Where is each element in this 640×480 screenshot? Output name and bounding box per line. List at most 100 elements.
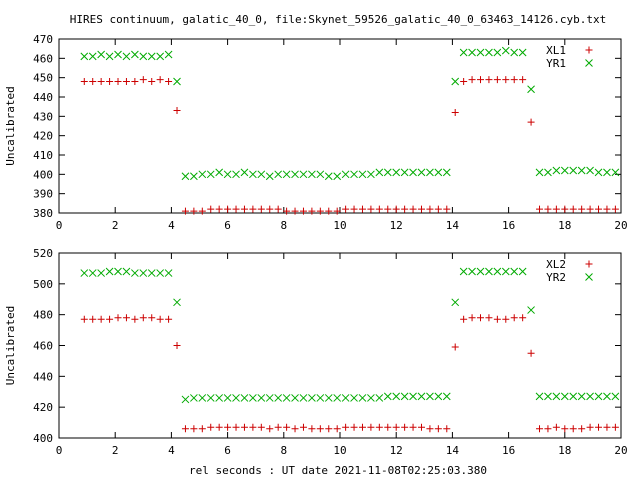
data-point (578, 205, 586, 213)
data-point (224, 423, 232, 431)
data-point (139, 76, 147, 84)
data-point (477, 314, 484, 322)
data-point (325, 207, 333, 215)
data-point (535, 168, 544, 177)
data-point (122, 267, 131, 276)
x-tick-label: 14 (446, 444, 460, 457)
data-point (358, 205, 366, 213)
data-point (544, 392, 552, 401)
data-point (577, 392, 586, 401)
data-point (316, 394, 325, 402)
data-point (106, 315, 114, 323)
data-point (358, 394, 367, 402)
data-point (485, 76, 493, 84)
data-point (139, 314, 147, 322)
data-point (527, 85, 535, 94)
data-point (501, 46, 510, 55)
data-point (105, 52, 114, 61)
data-point (190, 207, 198, 215)
data-point (611, 205, 619, 213)
data-point (451, 77, 460, 86)
data-point (383, 392, 392, 401)
data-point (552, 392, 561, 401)
data-point (207, 205, 215, 213)
data-point (383, 168, 392, 177)
y-tick-label: 390 (33, 188, 53, 201)
data-point (460, 315, 468, 323)
data-point (198, 207, 206, 215)
data-point (198, 394, 207, 402)
data-point (401, 205, 409, 213)
data-point (333, 172, 342, 181)
data-point (324, 172, 333, 181)
data-point (426, 205, 434, 213)
data-point (291, 394, 299, 402)
data-point (181, 395, 190, 404)
data-point (384, 205, 392, 213)
data-point (569, 425, 577, 433)
data-point (274, 170, 283, 179)
y-tick-label: 450 (33, 72, 53, 85)
data-point (586, 423, 594, 431)
x-tick-label: 4 (168, 444, 175, 457)
data-point (460, 78, 468, 86)
data-point (207, 423, 215, 431)
data-point (603, 392, 611, 401)
data-point (156, 76, 164, 84)
data-point (375, 205, 383, 213)
data-point (518, 267, 527, 276)
data-point (442, 392, 451, 401)
data-point (519, 76, 527, 84)
data-point (367, 423, 375, 431)
data-point (190, 425, 198, 433)
legend-label: YR1 (546, 57, 566, 70)
data-point (527, 306, 535, 314)
data-point (350, 394, 358, 402)
data-point (603, 205, 611, 213)
x-tick-label: 0 (56, 444, 63, 457)
data-point (282, 170, 291, 179)
data-point (291, 425, 299, 433)
data-point (265, 172, 274, 181)
data-point (181, 425, 189, 433)
data-point (434, 392, 443, 401)
data-point (240, 423, 248, 431)
data-point (266, 205, 274, 213)
data-point (476, 267, 485, 276)
y-tick-label: 420 (33, 401, 53, 414)
y-axis-label: Uncalibrated (4, 86, 17, 165)
y-axis-label: Uncalibrated (4, 306, 17, 385)
data-point (232, 423, 240, 431)
data-point (190, 394, 198, 402)
data-point (88, 52, 97, 61)
data-point (552, 166, 561, 175)
data-point (249, 423, 257, 431)
data-point (266, 425, 274, 433)
data-point (240, 168, 249, 177)
data-point (80, 52, 89, 61)
data-point (451, 343, 459, 351)
data-point (223, 394, 232, 402)
data-point (595, 205, 603, 213)
data-point (97, 50, 106, 59)
data-point (308, 170, 316, 179)
data-point (131, 315, 139, 323)
data-point (375, 394, 384, 402)
data-point (350, 423, 358, 431)
x-tick-label: 4 (168, 219, 175, 232)
data-point (527, 349, 535, 357)
data-point (139, 52, 148, 61)
data-point (527, 118, 535, 126)
data-point (493, 76, 501, 84)
panel-2: 400 420 440 460 480 500 520 0 2 4 6 8 10 12 14 16 18 20 Un… (4, 247, 628, 457)
data-point (434, 425, 442, 433)
data-point (578, 425, 586, 433)
data-point (401, 423, 409, 431)
x-tick-label: 16 (502, 219, 515, 232)
data-point (80, 269, 89, 277)
data-point (501, 267, 510, 276)
data-point (299, 394, 308, 402)
data-point (122, 52, 131, 61)
data-point (485, 314, 493, 322)
data-point (409, 392, 417, 401)
